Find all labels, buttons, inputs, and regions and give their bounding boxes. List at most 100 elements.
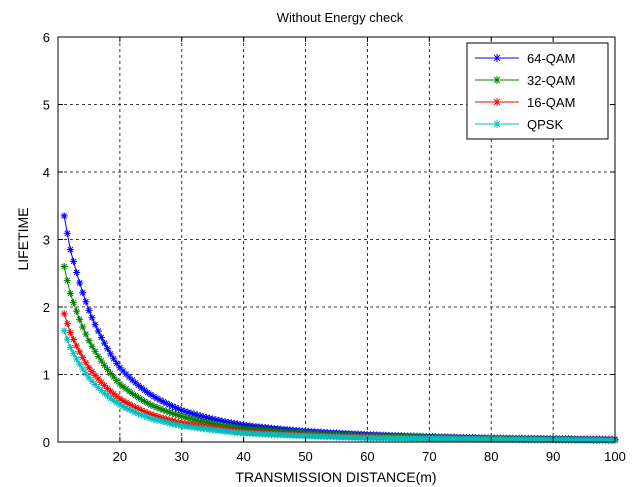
data-point-marker	[107, 369, 115, 377]
data-point-marker	[100, 361, 108, 369]
data-point-marker	[159, 398, 167, 406]
data-point-marker	[116, 401, 124, 409]
data-point-marker	[69, 335, 77, 343]
data-point-marker	[76, 315, 84, 323]
y-tick-label: 3	[43, 233, 50, 248]
data-point-marker	[187, 415, 195, 423]
data-point-marker	[82, 359, 90, 367]
data-point-marker	[165, 408, 173, 416]
data-point-marker	[203, 418, 211, 426]
data-point-marker	[144, 409, 152, 417]
data-point-marker	[110, 355, 118, 363]
data-point-marker	[91, 321, 99, 329]
data-point-marker	[153, 416, 161, 424]
data-point-marker	[104, 365, 112, 373]
legend-label: 16-QAM	[527, 95, 575, 110]
data-point-marker	[73, 342, 81, 350]
data-point-marker	[60, 263, 68, 270]
data-point-marker	[147, 414, 155, 422]
data-point-marker	[181, 413, 189, 421]
data-point-marker	[156, 417, 164, 425]
data-point-marker	[175, 405, 183, 413]
legend-item-32-qam: 32-QAM	[475, 73, 575, 88]
data-point-marker	[128, 402, 136, 410]
data-point-marker	[172, 404, 180, 412]
data-point-marker	[104, 345, 112, 353]
data-point-marker	[141, 386, 149, 394]
data-point-marker	[131, 392, 139, 400]
data-point-marker	[144, 413, 152, 421]
data-point-marker	[156, 396, 164, 404]
data-point-marker	[168, 402, 176, 410]
data-point-marker	[94, 352, 102, 360]
data-point-marker	[184, 408, 192, 416]
data-point-marker	[73, 307, 81, 315]
x-tick-label: 90	[546, 449, 560, 464]
legend-label: 32-QAM	[527, 73, 575, 88]
data-point-marker	[91, 371, 99, 379]
data-point-marker	[227, 419, 235, 427]
tick-labels: 20 30 40 50 60 70 80 90 100 0 1 2 3 4 5 6	[43, 30, 626, 464]
data-point-marker	[144, 389, 152, 397]
data-point-marker	[134, 405, 142, 413]
data-point-marker	[113, 377, 121, 385]
data-point-marker	[88, 314, 96, 322]
data-point-marker	[153, 404, 161, 412]
data-point-marker	[66, 344, 74, 351]
data-point-marker	[73, 355, 81, 363]
series-line-qpsk	[63, 330, 616, 442]
data-point-marker	[150, 411, 158, 419]
data-point-marker	[113, 399, 121, 407]
x-tick-label: 50	[298, 449, 312, 464]
data-point-marker	[128, 389, 136, 397]
data-point-marker	[97, 357, 105, 365]
data-point-marker	[196, 412, 204, 420]
data-point-marker	[153, 394, 161, 402]
data-point-marker	[493, 98, 501, 106]
data-point-marker	[125, 400, 133, 408]
data-point-marker	[116, 364, 124, 372]
data-point-marker	[66, 329, 74, 337]
data-point-marker	[134, 394, 142, 402]
data-point-marker	[110, 397, 118, 405]
x-tick-label: 70	[422, 449, 436, 464]
series-line-16-qam	[63, 313, 615, 441]
legend-item-16-qam: 16-QAM	[475, 95, 575, 110]
data-point-marker	[493, 120, 501, 128]
data-point-marker	[85, 337, 93, 345]
data-point-marker	[125, 387, 133, 395]
data-point-marker	[138, 384, 146, 392]
data-point-marker	[69, 299, 77, 307]
data-point-marker	[82, 330, 90, 338]
data-point-marker	[119, 403, 127, 411]
data-point-marker	[181, 407, 189, 415]
data-point-marker	[193, 416, 201, 424]
data-point-marker	[128, 407, 136, 415]
data-point-marker	[147, 410, 155, 418]
data-point-marker	[60, 212, 68, 220]
series-16-qam	[60, 310, 619, 444]
legend-item-64-qam: 64-QAM	[475, 51, 575, 66]
legend-label: QPSK	[527, 117, 563, 132]
data-point-marker	[150, 393, 158, 401]
data-point-marker	[165, 401, 173, 409]
data-point-marker	[141, 408, 149, 416]
data-point-marker	[113, 392, 121, 400]
data-point-marker	[97, 386, 105, 394]
data-point-marker	[233, 420, 241, 428]
data-point-marker	[94, 327, 102, 335]
y-tick-label: 0	[43, 435, 50, 450]
data-point-marker	[159, 406, 167, 414]
data-point-marker	[94, 375, 102, 383]
data-point-marker	[215, 421, 223, 429]
data-point-marker	[193, 411, 201, 419]
data-point-marker	[147, 391, 155, 399]
data-point-marker	[187, 409, 195, 417]
series-line-64-qam	[63, 215, 616, 440]
data-point-marker	[218, 417, 226, 425]
data-point-marker	[110, 390, 118, 398]
data-point-marker	[82, 298, 90, 306]
data-point-marker	[184, 414, 192, 422]
data-point-marker	[172, 410, 180, 418]
data-point-marker	[91, 347, 99, 355]
